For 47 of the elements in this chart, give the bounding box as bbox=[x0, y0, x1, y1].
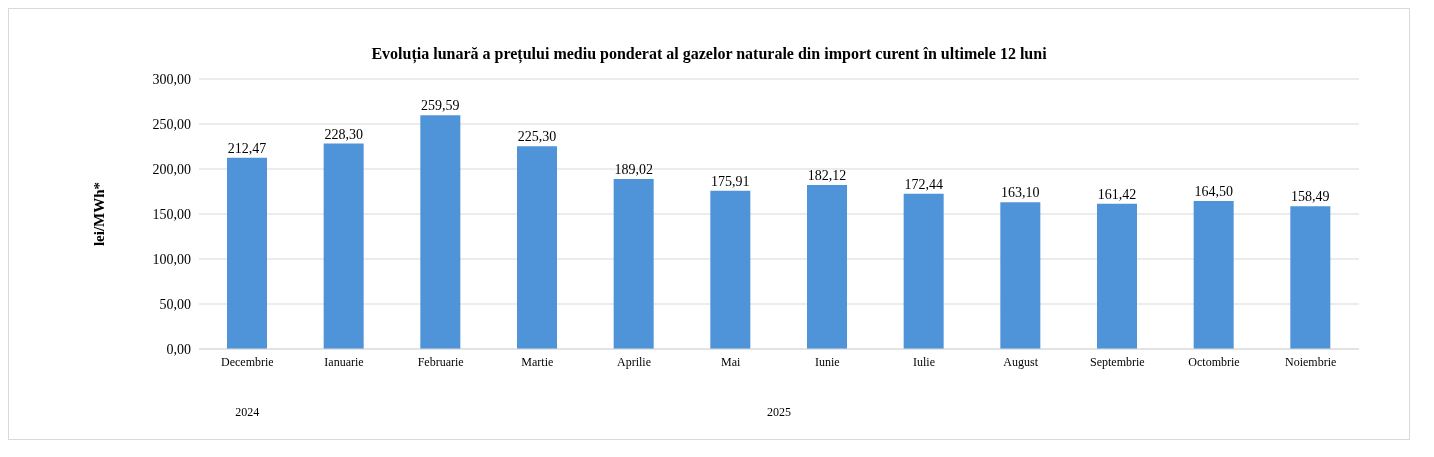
data-label: 259,59 bbox=[421, 98, 460, 114]
x-tick-label: Iulie bbox=[913, 354, 935, 369]
bar bbox=[1000, 202, 1041, 349]
bar bbox=[613, 178, 654, 349]
data-label: 225,30 bbox=[517, 129, 557, 145]
text: 2024 bbox=[234, 405, 261, 420]
bar bbox=[710, 190, 751, 349]
bar bbox=[903, 193, 944, 349]
bar bbox=[517, 146, 557, 349]
x-tick-label: Martie bbox=[521, 354, 554, 369]
x-tick-label: Mai bbox=[720, 354, 741, 369]
data-label: 158,49 bbox=[1291, 189, 1330, 205]
x-tick-label: Decembrie bbox=[221, 354, 274, 369]
data-label: 228,30 bbox=[324, 126, 363, 142]
data-label: 212,47 bbox=[227, 140, 267, 156]
y-tick-label: 100,00 bbox=[152, 251, 191, 267]
data-label: 163,10 bbox=[1001, 185, 1040, 201]
data-label: 164,50 bbox=[1194, 183, 1233, 199]
bar bbox=[1097, 203, 1137, 349]
x-tick-label: Februarie bbox=[417, 354, 464, 369]
data-label: 172,44 bbox=[904, 176, 943, 192]
data-label: 175,91 bbox=[711, 173, 750, 189]
x-tick-label: August bbox=[1003, 354, 1039, 369]
x-tick-label: Octombrie bbox=[1188, 354, 1240, 369]
y-tick-label: 0,00 bbox=[166, 341, 191, 357]
x-tick-label: Septembrie bbox=[1090, 354, 1145, 369]
bar bbox=[227, 157, 267, 349]
text: 2025 bbox=[766, 405, 792, 420]
data-label: 161,42 bbox=[1097, 186, 1137, 202]
data-label: 189,02 bbox=[614, 161, 653, 177]
data-label: 182,12 bbox=[807, 168, 847, 184]
y-tick-label: 250,00 bbox=[152, 116, 191, 132]
bar bbox=[1193, 200, 1234, 349]
x-tick-label: Ianuarie bbox=[324, 354, 364, 369]
y-axis-title: lei/MWh* bbox=[91, 181, 108, 247]
y-tick-label: 50,00 bbox=[159, 296, 191, 312]
x-tick-label: Noiembrie bbox=[1285, 354, 1337, 369]
x-tick-label: Iunie bbox=[815, 354, 840, 369]
bar bbox=[807, 185, 847, 349]
bar bbox=[420, 115, 461, 349]
chart-title: Evoluția lunară a prețului mediu ponderat al gazelor naturale din import curent în ultimele 12 luni bbox=[370, 45, 1048, 63]
x-tick-label: Aprilie bbox=[617, 354, 651, 369]
bar bbox=[1290, 206, 1331, 349]
y-tick-label: 150,00 bbox=[152, 206, 191, 222]
y-tick-label: 200,00 bbox=[152, 161, 191, 177]
bar bbox=[323, 143, 364, 349]
y-tick-label: 300,00 bbox=[152, 71, 191, 87]
